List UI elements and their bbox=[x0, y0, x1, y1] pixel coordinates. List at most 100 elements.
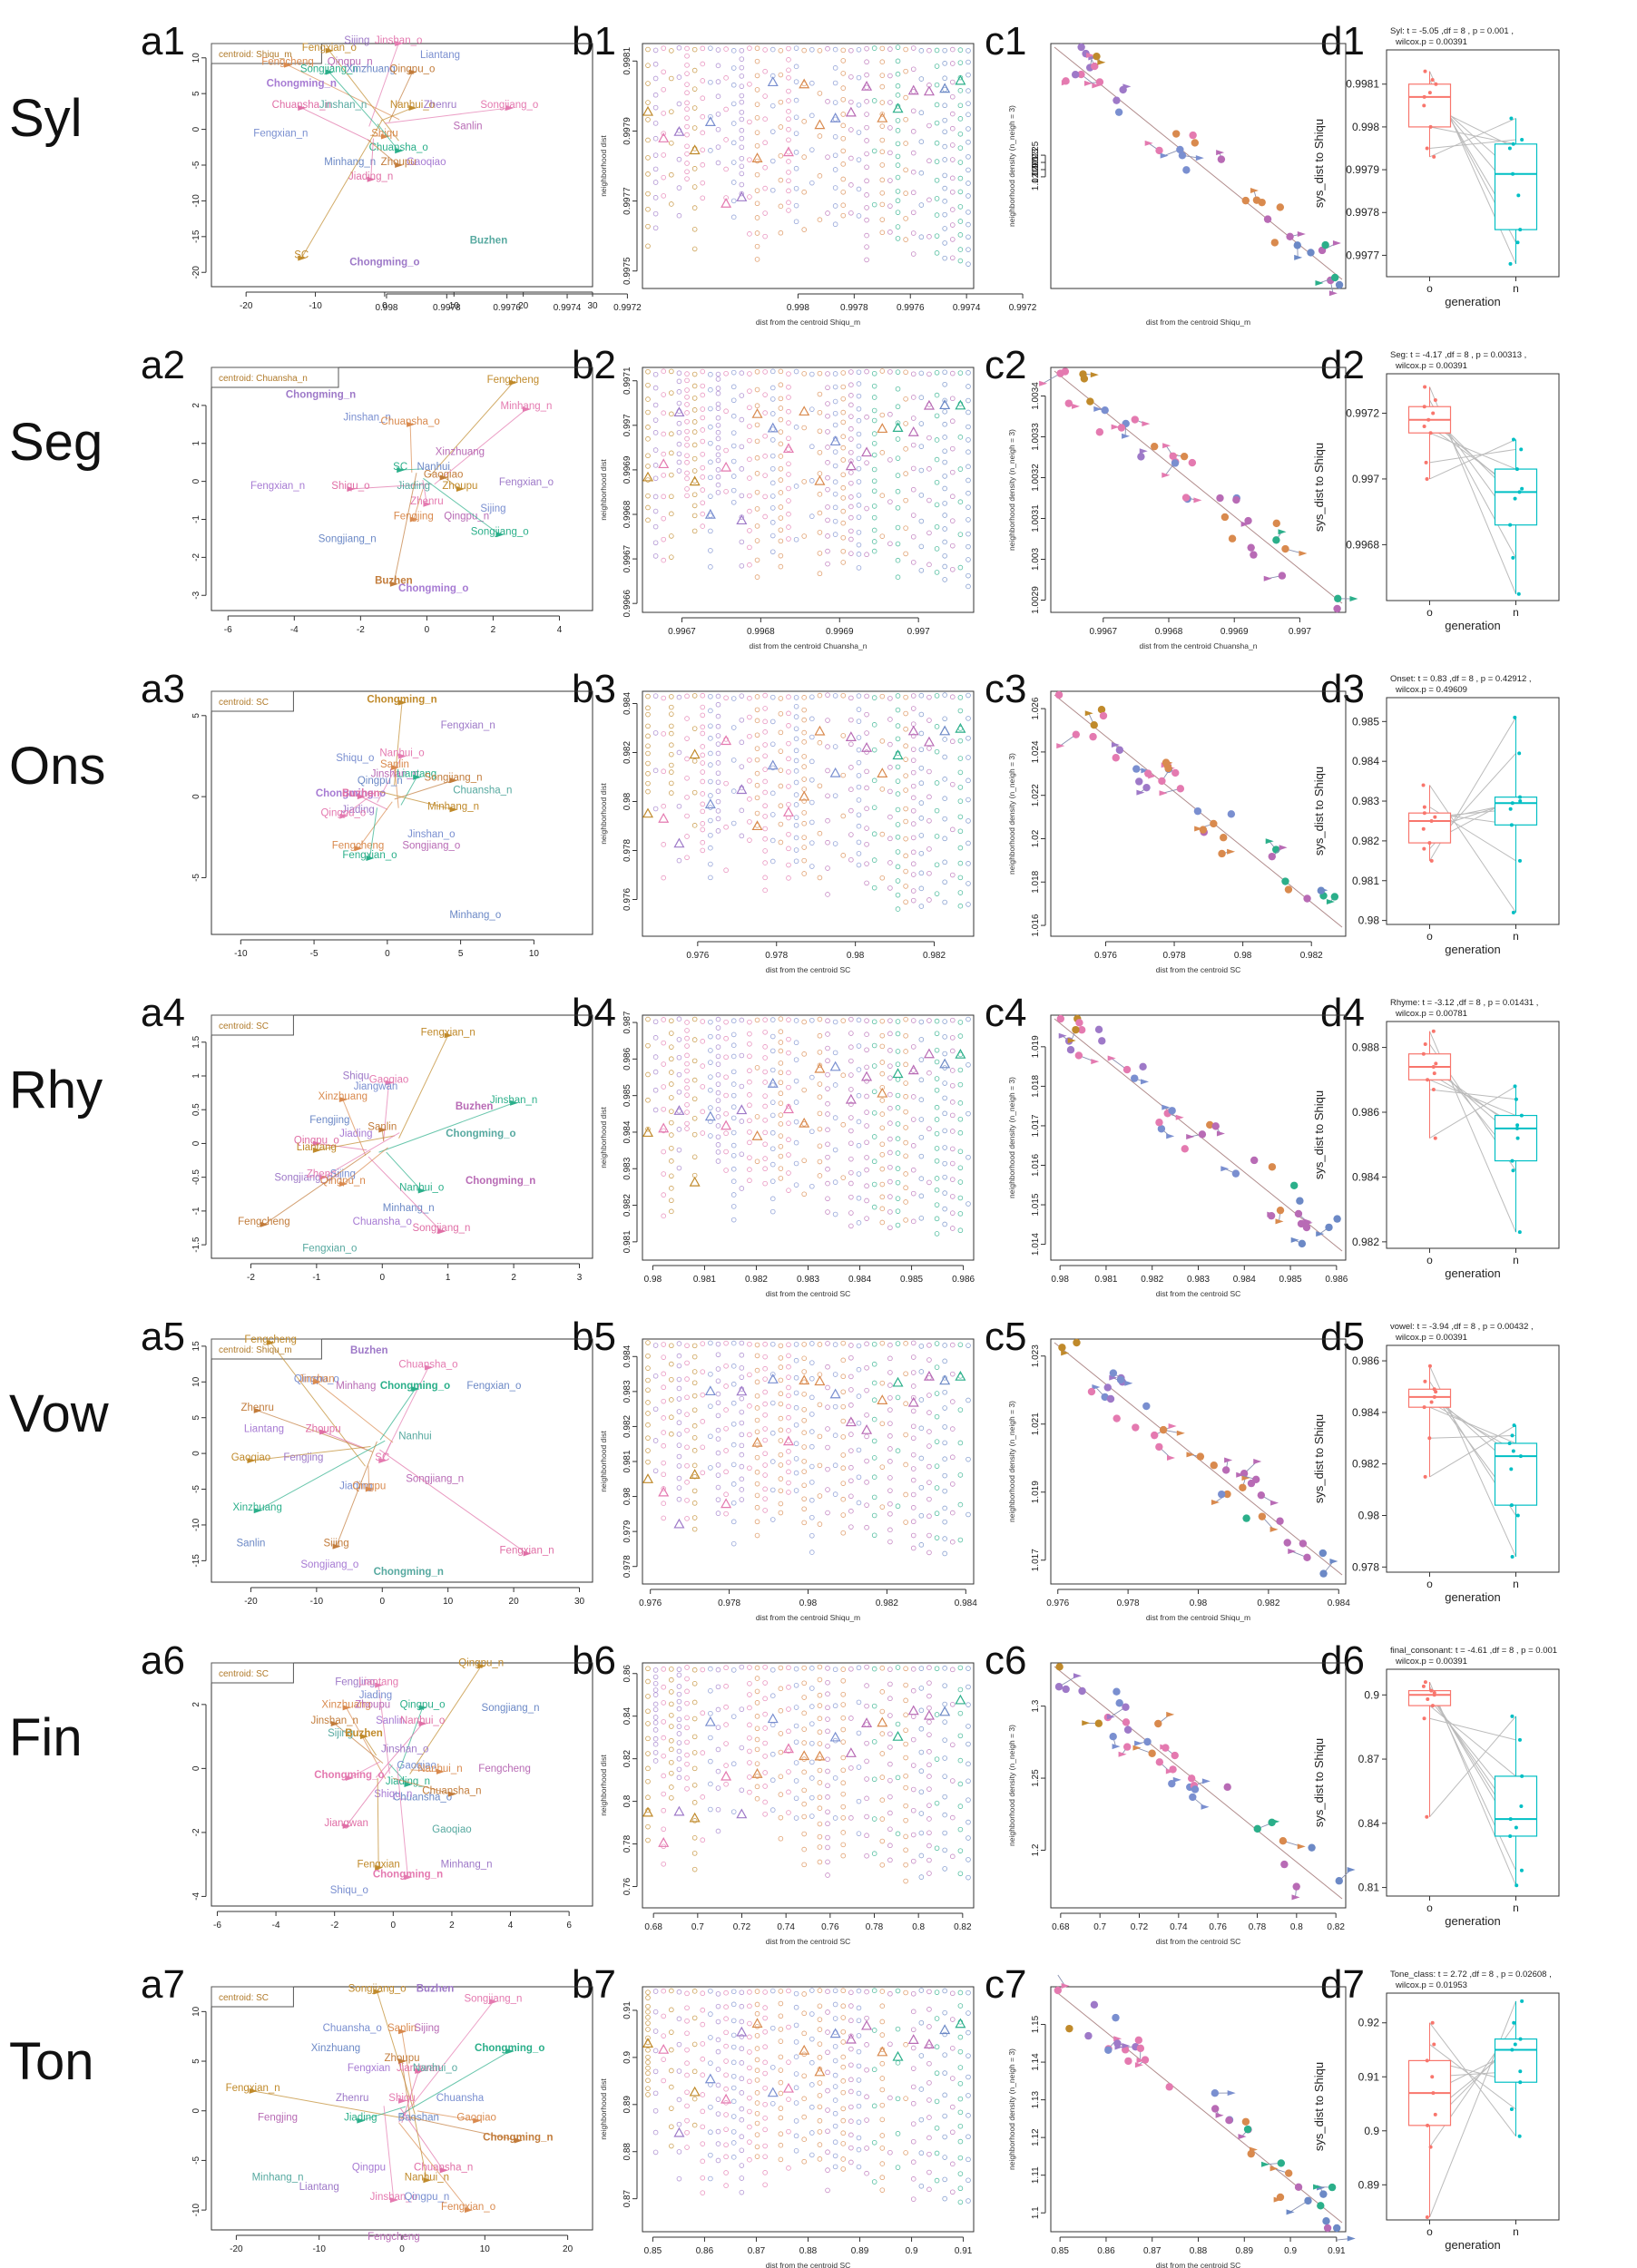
point bbox=[825, 1341, 830, 1346]
point bbox=[700, 778, 706, 785]
point bbox=[715, 1427, 721, 1433]
jitter-point-n bbox=[1509, 116, 1514, 121]
point bbox=[778, 563, 784, 570]
point bbox=[747, 2065, 752, 2071]
jitter-point-n bbox=[1511, 437, 1515, 442]
mds-y-tick-label: -5 bbox=[191, 161, 201, 169]
arrow-head bbox=[1275, 1218, 1284, 1225]
mds-plot-frame bbox=[211, 1014, 593, 1259]
mds-x-tick-label: -20 bbox=[240, 301, 253, 311]
point bbox=[949, 1210, 956, 1216]
point bbox=[809, 371, 815, 377]
point bbox=[910, 150, 917, 156]
point bbox=[652, 1680, 659, 1686]
x-axis-title: dist from the centroid SC bbox=[1156, 1937, 1241, 1946]
point bbox=[966, 881, 971, 886]
point bbox=[778, 1061, 784, 1066]
triangle-point bbox=[861, 446, 873, 457]
arrow-head bbox=[1141, 767, 1150, 774]
point bbox=[887, 1178, 893, 1185]
triangle-point bbox=[642, 807, 654, 818]
point bbox=[691, 2122, 698, 2128]
point bbox=[957, 1537, 964, 1543]
point bbox=[708, 424, 713, 430]
nbr-y-tick-label: 0.985 bbox=[622, 1084, 632, 1107]
point bbox=[754, 1519, 760, 1525]
mds-x-tick-label: 0 bbox=[382, 301, 387, 311]
jitter-point-n bbox=[1517, 858, 1522, 863]
point bbox=[691, 125, 698, 131]
point bbox=[1268, 1818, 1276, 1827]
x-axis-title: generation bbox=[1445, 619, 1500, 632]
arrow-segment bbox=[316, 1142, 368, 1151]
point bbox=[848, 1403, 854, 1408]
point bbox=[918, 1134, 925, 1140]
arrow-head bbox=[423, 2177, 432, 2184]
point bbox=[769, 103, 776, 109]
point bbox=[778, 1989, 784, 1994]
point bbox=[934, 2098, 940, 2105]
point bbox=[957, 370, 964, 376]
point bbox=[769, 1033, 776, 1040]
point bbox=[684, 834, 690, 839]
dens-y-tick-label: 1.016 bbox=[1031, 1154, 1041, 1177]
point bbox=[793, 847, 799, 853]
point bbox=[832, 1019, 838, 1025]
point bbox=[676, 468, 682, 474]
dialect-label: Shiqu_n bbox=[374, 1789, 412, 1800]
point bbox=[949, 1082, 956, 1089]
point bbox=[645, 396, 651, 402]
point bbox=[887, 1395, 893, 1401]
point bbox=[966, 2029, 971, 2036]
point bbox=[910, 1452, 917, 1458]
point bbox=[669, 1056, 674, 1062]
point bbox=[957, 1757, 964, 1764]
point bbox=[723, 1510, 729, 1517]
point bbox=[769, 741, 776, 748]
point bbox=[652, 180, 659, 185]
point bbox=[715, 1725, 721, 1730]
point bbox=[786, 1364, 791, 1370]
point bbox=[793, 131, 799, 136]
point bbox=[856, 1665, 862, 1671]
point bbox=[715, 2003, 721, 2009]
point bbox=[1242, 1514, 1250, 1522]
point bbox=[966, 572, 971, 579]
point bbox=[848, 1194, 854, 1200]
point bbox=[817, 1677, 823, 1683]
point bbox=[793, 2100, 799, 2106]
point bbox=[669, 494, 674, 500]
point bbox=[856, 417, 862, 424]
triangle-point bbox=[782, 1103, 794, 1114]
point bbox=[887, 696, 893, 701]
point bbox=[809, 799, 815, 806]
point bbox=[864, 1524, 869, 1530]
point bbox=[700, 1470, 706, 1476]
point bbox=[739, 127, 745, 133]
point bbox=[739, 444, 745, 450]
point bbox=[645, 2027, 651, 2032]
point bbox=[942, 1536, 947, 1541]
arrow-segment bbox=[381, 1129, 385, 1142]
point bbox=[778, 1100, 784, 1106]
point bbox=[684, 418, 690, 425]
dens-x-tick-label: 0.98 bbox=[1190, 1598, 1208, 1608]
jitter-point-o bbox=[1432, 1071, 1436, 1076]
point bbox=[645, 1400, 651, 1405]
point bbox=[1113, 96, 1121, 104]
point bbox=[669, 511, 674, 517]
dialect-label: Fengxian_o bbox=[302, 1244, 357, 1255]
nbr-x-tick-label: 0.98 bbox=[847, 951, 865, 961]
point bbox=[786, 862, 791, 868]
arrow-head bbox=[1086, 52, 1095, 58]
point bbox=[918, 139, 925, 144]
point bbox=[715, 1061, 721, 1067]
jitter-point-o bbox=[1433, 1136, 1437, 1140]
box-o bbox=[1407, 1388, 1452, 1408]
point bbox=[903, 1862, 908, 1868]
point bbox=[723, 46, 729, 52]
point bbox=[661, 1149, 667, 1155]
dialect-label: Zhoupu bbox=[306, 1423, 341, 1434]
point bbox=[934, 2125, 940, 2131]
point bbox=[739, 562, 745, 569]
